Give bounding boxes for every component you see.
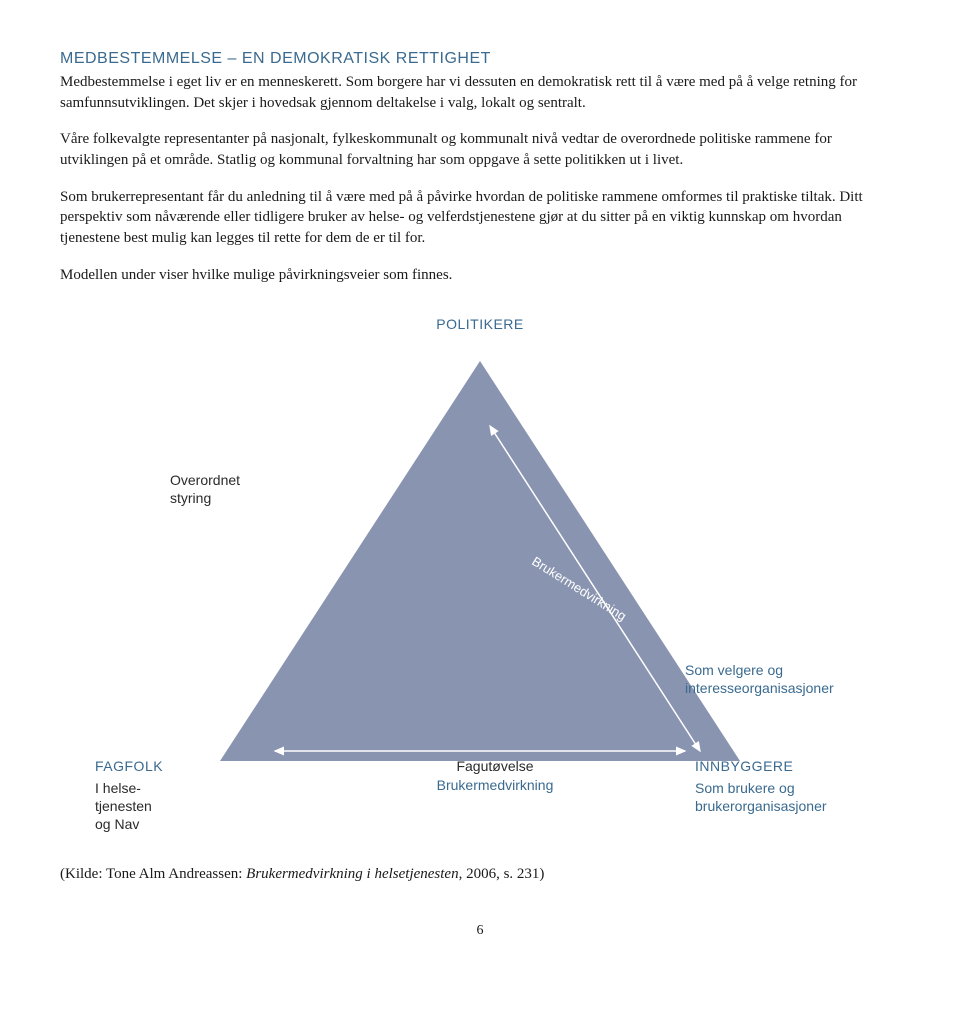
diagram-top-label: POLITIKERE <box>436 316 523 332</box>
diagram-bottom-left: FAGFOLK I helse-tjenestenog Nav <box>95 758 295 834</box>
diagram-left-annotation: Overordnetstyring <box>170 471 240 507</box>
paragraph-4: Modellen under viser hvilke mulige påvir… <box>60 265 900 286</box>
diagram-bottom-row: FAGFOLK I helse-tjenestenog Nav Fagutøve… <box>95 758 895 834</box>
bottom-center-line2: Brukermedvirkning <box>380 777 610 793</box>
paragraph-2: Våre folkevalgte representanter på nasjo… <box>60 129 900 170</box>
source-prefix: (Kilde: Tone Alm Andreassen: <box>60 866 246 882</box>
bottom-right-sub: Som brukere ogbrukerorganisasjoner <box>695 779 895 815</box>
diagram-triangle <box>220 361 740 761</box>
diagram-right-annotation: Som velgere oginteresseorganisasjoner <box>685 661 885 697</box>
diagram-bottom-right: INNBYGGERE Som brukere ogbrukerorganisas… <box>695 758 895 815</box>
paragraph-3: Som brukerrepresentant får du anledning … <box>60 187 900 249</box>
bottom-left-title: FAGFOLK <box>95 758 295 774</box>
influence-diagram: POLITIKERE Overordnetstyring Brukermedvi… <box>130 316 830 836</box>
bottom-left-sub: I helse-tjenestenog Nav <box>95 779 295 834</box>
source-title: Brukermedvirkning i helsetjenesten <box>246 866 458 882</box>
page-number: 6 <box>60 923 900 939</box>
paragraph-1: Medbestemmelse i eget liv er en menneske… <box>60 72 900 113</box>
section-heading: MEDBESTEMMELSE – EN DEMOKRATISK RETTIGHE… <box>60 50 900 68</box>
bottom-right-title: INNBYGGERE <box>695 758 895 774</box>
source-suffix: , 2006, s. 231) <box>459 866 545 882</box>
bottom-center-line1: Fagutøvelse <box>380 758 610 774</box>
diagram-bottom-center: Fagutøvelse Brukermedvirkning <box>380 758 610 793</box>
source-citation: (Kilde: Tone Alm Andreassen: Brukermedvi… <box>60 866 900 883</box>
